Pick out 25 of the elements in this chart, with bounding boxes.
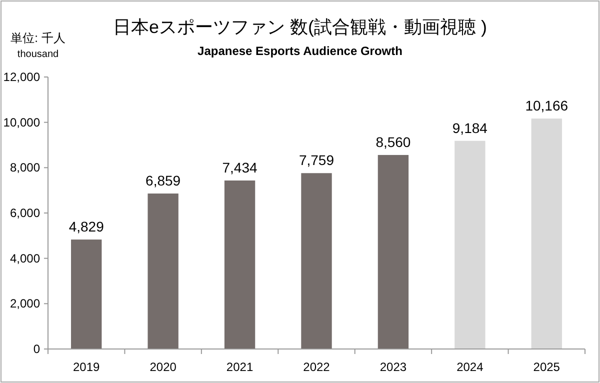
y-tick-label: 4,000 [10, 251, 40, 266]
y-tick-label: 10,000 [3, 115, 40, 130]
y-tick-label: 6,000 [10, 206, 40, 220]
x-tick-label: 2022 [303, 360, 330, 374]
text: thousand [17, 49, 59, 60]
data-label: 6,859 [146, 172, 181, 189]
y-tick-label: 0 [33, 342, 40, 356]
data-label: 4,829 [68, 218, 104, 235]
y-tick-label: 8,000 [10, 160, 40, 175]
data-label: 7,434 [222, 159, 258, 176]
x-tick-label: 2025 [533, 360, 560, 374]
y-tick-label: 12,000 [3, 70, 40, 84]
x-tick-label: 2024 [456, 360, 484, 374]
data-label: 10,166 [525, 98, 568, 114]
y-tick-label: 2,000 [10, 296, 40, 311]
x-tick-label: 2019 [73, 360, 100, 374]
data-label: 8,560 [376, 134, 411, 150]
x-tick-label: 2021 [226, 360, 254, 374]
x-tick-label: 2023 [380, 360, 407, 374]
chart-title: 日本eスポーツファン 数(試合観戦・動画視聴 ) [112, 17, 488, 37]
y-axis-title: 単位: 千人 [10, 31, 66, 45]
data-label: 7,759 [298, 152, 334, 168]
chart-subtitle: Japanese Esports Audience Growth [198, 44, 402, 58]
data-label: 9,184 [452, 120, 488, 136]
x-tick-label: 2020 [150, 360, 177, 374]
